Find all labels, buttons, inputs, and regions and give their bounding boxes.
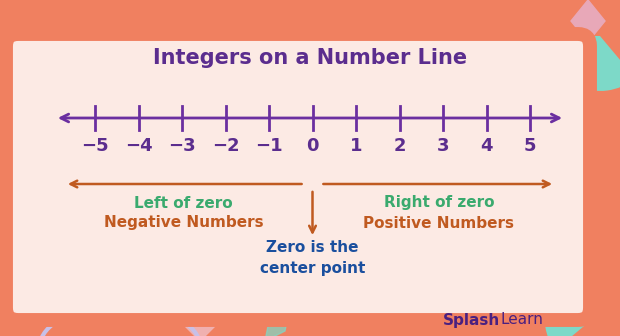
- Text: 4: 4: [480, 137, 493, 155]
- Polygon shape: [185, 311, 215, 336]
- Text: −1: −1: [255, 137, 283, 155]
- Text: center point: center point: [260, 260, 365, 276]
- Text: Zero is the: Zero is the: [266, 241, 359, 255]
- Polygon shape: [571, 0, 605, 42]
- Wedge shape: [545, 36, 620, 91]
- Text: Positive Numbers: Positive Numbers: [363, 215, 514, 230]
- Text: Negative Numbers: Negative Numbers: [104, 215, 264, 230]
- Text: Integers on a Number Line: Integers on a Number Line: [153, 48, 467, 68]
- Text: −3: −3: [168, 137, 196, 155]
- Text: 5: 5: [524, 137, 536, 155]
- Text: Learn: Learn: [500, 312, 543, 328]
- Wedge shape: [545, 276, 590, 336]
- Text: Left of zero: Left of zero: [135, 196, 233, 210]
- Text: −5: −5: [81, 137, 109, 155]
- Text: 2: 2: [393, 137, 405, 155]
- Text: Right of zero: Right of zero: [384, 196, 494, 210]
- Polygon shape: [265, 306, 290, 336]
- Text: 1: 1: [350, 137, 362, 155]
- Text: −4: −4: [125, 137, 153, 155]
- Text: −2: −2: [211, 137, 239, 155]
- Text: 0: 0: [306, 137, 319, 155]
- Text: Splash: Splash: [443, 312, 500, 328]
- FancyBboxPatch shape: [6, 34, 590, 320]
- Text: 3: 3: [436, 137, 450, 155]
